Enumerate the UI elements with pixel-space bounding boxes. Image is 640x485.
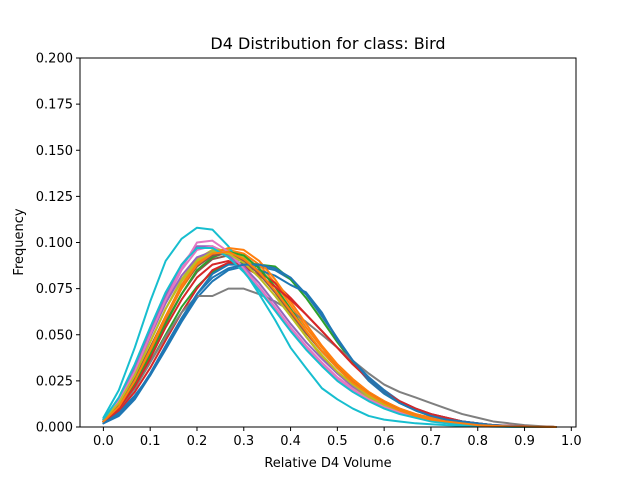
y-tick-label: 0.000 [36,421,73,436]
x-tick-label: 0.4 [280,434,301,449]
series-layer [102,226,557,428]
x-axis: 0.0 0.1 0.2 0.3 0.4 0.5 0.6 0.7 0.8 0.9 1.0 [93,427,582,449]
x-tick-label: 0.5 [327,434,348,449]
y-axis: 0.000 0.025 0.050 0.075 0.100 0.125 0.150 0.175… [36,52,80,436]
chart-title: D4 Distribution for class: Bird [210,34,445,53]
series-line-20 [102,263,557,428]
y-tick-label: 0.175 [36,98,73,113]
series-line-21 [102,250,557,428]
y-tick-label: 0.200 [36,52,73,67]
y-tick-label: 0.100 [36,236,73,251]
x-tick-label: 0.8 [467,434,488,449]
axes-frame [79,57,577,428]
y-axis-label: Frequency [12,208,27,275]
x-tick-label: 0.9 [514,434,535,449]
x-tick-label: 0.2 [187,434,208,449]
x-tick-label: 0.0 [93,434,114,449]
y-tick-label: 0.025 [36,374,73,389]
y-tick-label: 0.125 [36,190,73,205]
y-tick-label: 0.075 [36,282,73,297]
x-tick-label: 0.3 [233,434,254,449]
series-line-8 [102,287,557,428]
y-tick-label: 0.150 [36,144,73,159]
x-tick-label: 0.7 [421,434,442,449]
y-tick-label: 0.050 [36,328,73,343]
x-tick-label: 0.6 [374,434,395,449]
x-axis-label: Relative D4 Volume [264,456,391,471]
series-line-17 [102,239,557,428]
x-tick-label: 0.1 [140,434,161,449]
x-tick-label: 1.0 [561,434,582,449]
